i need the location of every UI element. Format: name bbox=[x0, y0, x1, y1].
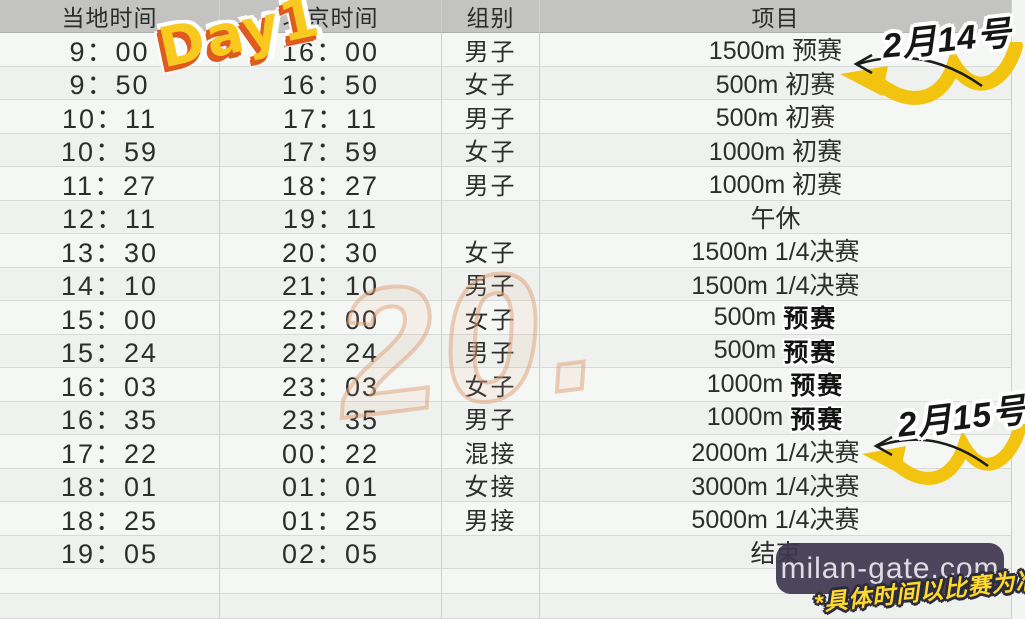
event-text: 午休 bbox=[750, 204, 801, 233]
event-text: 1500m 预赛 bbox=[708, 37, 843, 66]
local-time-cell: 9：00 bbox=[0, 33, 220, 67]
event-text: 500m bbox=[713, 336, 777, 365]
beijing-time-cell: 02：05 bbox=[220, 535, 442, 569]
group-cell: 女接 bbox=[442, 468, 540, 502]
local-time-cell bbox=[0, 569, 220, 594]
beijing-time-cell: 19：11 bbox=[220, 200, 442, 234]
group-cell bbox=[442, 200, 540, 234]
group-cell: 男子 bbox=[442, 334, 540, 368]
event-cell: 1000m 预赛 bbox=[540, 368, 1011, 402]
group-cell: 男子 bbox=[442, 33, 540, 67]
event-text: 1000m 初赛 bbox=[708, 137, 843, 166]
event-text: 500m 初赛 bbox=[715, 70, 836, 99]
beijing-time-cell: 01：01 bbox=[220, 468, 442, 502]
local-time-cell: 18：01 bbox=[0, 468, 220, 502]
group-cell: 男接 bbox=[442, 502, 540, 536]
group-cell bbox=[442, 535, 540, 569]
event-cell: 500m 预赛 bbox=[540, 334, 1011, 368]
event-badge-sticker: 预赛 bbox=[790, 405, 845, 434]
beijing-time-cell: 00：22 bbox=[220, 435, 442, 469]
event-text: 1500m 1/4决赛 bbox=[691, 238, 860, 267]
beijing-time-cell bbox=[220, 569, 442, 594]
beijing-time-cell: 17：59 bbox=[220, 133, 442, 167]
group-cell: 女子 bbox=[442, 66, 540, 100]
local-time-cell: 17：22 bbox=[0, 435, 220, 469]
beijing-time-cell: 23：35 bbox=[220, 401, 442, 435]
event-text: 3000m 1/4决赛 bbox=[691, 472, 860, 501]
event-cell: 1000m 初赛 bbox=[540, 167, 1011, 201]
event-badge-sticker: 预赛 bbox=[790, 372, 845, 401]
beijing-time-cell: 16：50 bbox=[220, 66, 442, 100]
beijing-time-cell: 01：25 bbox=[220, 502, 442, 536]
group-cell: 男子 bbox=[442, 167, 540, 201]
event-badge-sticker: 预赛 bbox=[783, 305, 838, 334]
event-cell bbox=[540, 594, 1011, 619]
local-time-cell: 12：11 bbox=[0, 200, 220, 234]
beijing-time-cell bbox=[220, 594, 442, 619]
group-cell bbox=[442, 569, 540, 594]
local-time-cell: 19：05 bbox=[0, 535, 220, 569]
event-text: 1000m 初赛 bbox=[708, 171, 843, 200]
beijing-time-cell: 16：00 bbox=[220, 33, 442, 67]
local-time-cell: 11：27 bbox=[0, 167, 220, 201]
group-cell: 女子 bbox=[442, 368, 540, 402]
event-cell: 1000m 预赛 bbox=[540, 401, 1011, 435]
event-text: 500m bbox=[713, 302, 777, 331]
event-cell: 500m 初赛 bbox=[540, 66, 1011, 100]
event-text: 2000m 1/4决赛 bbox=[691, 439, 860, 468]
group-cell: 男子 bbox=[442, 100, 540, 134]
event-text: 1000m bbox=[706, 369, 784, 398]
group-cell: 男子 bbox=[442, 401, 540, 435]
header-group: 组别 bbox=[442, 0, 540, 33]
local-time-cell: 15：24 bbox=[0, 334, 220, 368]
event-cell: 500m 预赛 bbox=[540, 301, 1011, 335]
header-beijing-time: 北京时间 bbox=[220, 0, 442, 33]
beijing-time-cell: 17：11 bbox=[220, 100, 442, 134]
beijing-time-cell: 21：10 bbox=[220, 267, 442, 301]
group-cell: 混接 bbox=[442, 435, 540, 469]
group-cell: 男子 bbox=[442, 267, 540, 301]
event-text: 500m 初赛 bbox=[715, 104, 836, 133]
event-cell: 2000m 1/4决赛 bbox=[540, 435, 1011, 469]
watermark-pill-text: milan-gate.com bbox=[780, 551, 1000, 585]
local-time-cell: 10：59 bbox=[0, 133, 220, 167]
beijing-time-cell: 22：24 bbox=[220, 334, 442, 368]
event-text: 1000m bbox=[706, 403, 784, 432]
event-cell: 1000m 初赛 bbox=[540, 133, 1011, 167]
header-event: 项目 bbox=[540, 0, 1011, 33]
beijing-time-cell: 23：03 bbox=[220, 368, 442, 402]
event-text: 1500m 1/4决赛 bbox=[691, 271, 860, 300]
event-cell: 3000m 1/4决赛 bbox=[540, 468, 1011, 502]
beijing-time-cell: 22：00 bbox=[220, 301, 442, 335]
local-time-cell: 16：35 bbox=[0, 401, 220, 435]
event-cell: 1500m 1/4决赛 bbox=[540, 234, 1011, 268]
local-time-cell bbox=[0, 594, 220, 619]
group-cell: 女子 bbox=[442, 301, 540, 335]
watermark-pill: milan-gate.com bbox=[776, 543, 1004, 594]
local-time-cell: 9：50 bbox=[0, 66, 220, 100]
local-time-cell: 10：11 bbox=[0, 100, 220, 134]
local-time-cell: 13：30 bbox=[0, 234, 220, 268]
beijing-time-cell: 18：27 bbox=[220, 167, 442, 201]
local-time-cell: 18：25 bbox=[0, 502, 220, 536]
event-cell: 500m 初赛 bbox=[540, 100, 1011, 134]
event-cell: 午休 bbox=[540, 200, 1011, 234]
group-cell: 女子 bbox=[442, 133, 540, 167]
event-text: 5000m 1/4决赛 bbox=[691, 506, 860, 535]
local-time-cell: 16：03 bbox=[0, 368, 220, 402]
event-cell: 1500m 预赛 bbox=[540, 33, 1011, 67]
header-local-time: 当地时间 bbox=[0, 0, 220, 33]
event-badge-sticker: 预赛 bbox=[783, 338, 838, 367]
beijing-time-cell: 20：30 bbox=[220, 234, 442, 268]
local-time-cell: 15：00 bbox=[0, 301, 220, 335]
local-time-cell: 14：10 bbox=[0, 267, 220, 301]
event-cell: 1500m 1/4决赛 bbox=[540, 267, 1011, 301]
group-cell bbox=[442, 594, 540, 619]
event-cell: 5000m 1/4决赛 bbox=[540, 502, 1011, 536]
group-cell: 女子 bbox=[442, 234, 540, 268]
